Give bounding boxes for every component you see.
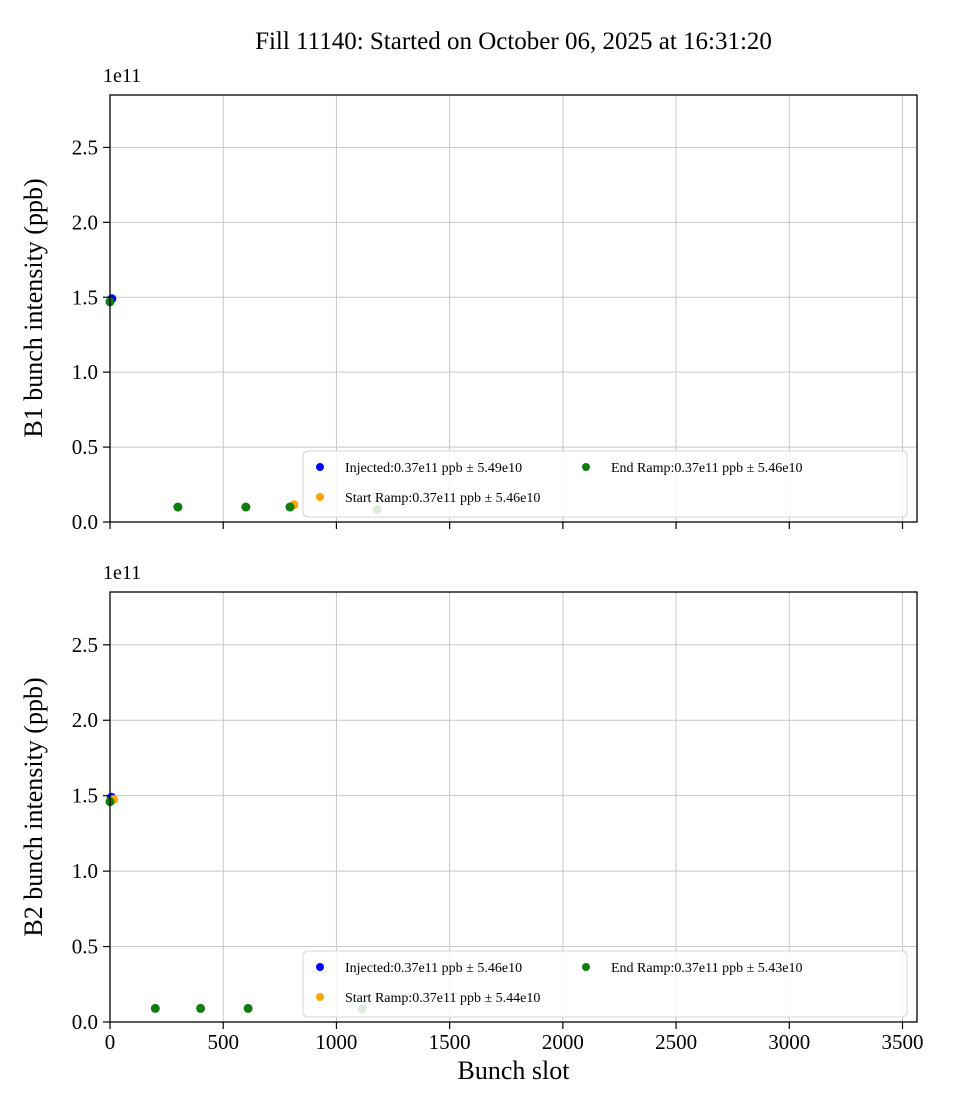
legend-marker-injected — [316, 463, 324, 471]
legend-label-start-ramp: Start Ramp:0.37e11 ppb ± 5.46e10 — [345, 491, 540, 506]
legend-marker-end-ramp — [582, 963, 590, 971]
data-point-end-ramp — [285, 502, 295, 512]
y-tick-label: 1.5 — [72, 285, 98, 309]
legend-marker-end-ramp — [582, 463, 590, 471]
legend-label-end-ramp: End Ramp:0.37e11 ppb ± 5.43e10 — [611, 961, 802, 976]
x-tick-label: 2000 — [542, 1030, 584, 1054]
x-tick-label: 0 — [105, 1030, 116, 1054]
y-tick-label: 2.0 — [72, 708, 98, 732]
legend: Injected:0.37e11 ppb ± 5.46e10 Start Ramp… — [302, 950, 908, 1018]
y-offset-label-b1: 1e11 — [103, 65, 142, 87]
figure-title: Fill 11140: Started on October 06, 2025 … — [255, 28, 772, 55]
x-tick-label: 500 — [207, 1030, 239, 1054]
y-tick-label: 2.5 — [72, 633, 98, 657]
data-point-end-ramp — [243, 1003, 253, 1013]
y-tick-label: 0.5 — [72, 935, 98, 959]
data-point-end-ramp — [196, 1003, 206, 1013]
x-axis-label: Bunch slot — [457, 1056, 570, 1085]
y-tick-label: 0.5 — [72, 435, 98, 459]
y-tick-label: 1.5 — [72, 784, 98, 808]
legend-marker-injected — [316, 963, 324, 971]
y-offset-label-b2: 1e11 — [103, 562, 142, 584]
y-tick-label: 2.0 — [72, 210, 98, 234]
x-tick-label: 2500 — [655, 1030, 697, 1054]
y-tick-label: 1.0 — [72, 360, 98, 384]
y-tick-label: 0.0 — [72, 510, 98, 534]
data-point-end-ramp — [150, 1003, 160, 1013]
data-point-end-ramp — [173, 502, 183, 512]
legend-frame — [302, 450, 908, 518]
legend-frame — [302, 950, 908, 1018]
legend-marker-start-ramp — [316, 993, 324, 1001]
x-tick-label: 3500 — [882, 1030, 924, 1054]
legend-label-start-ramp: Start Ramp:0.37e11 ppb ± 5.44e10 — [345, 991, 540, 1006]
x-tick-label: 1000 — [315, 1030, 357, 1054]
plot-b1: Injected:0.37e11 ppb ± 5.49e10 Start Ramp… — [72, 94, 918, 534]
legend-marker-start-ramp — [316, 493, 324, 501]
legend: Injected:0.37e11 ppb ± 5.49e10 Start Ramp… — [302, 450, 908, 518]
y-tick-label: 0.0 — [72, 1010, 98, 1034]
data-point-end-ramp — [241, 502, 251, 512]
x-tick-label: 1500 — [429, 1030, 471, 1054]
axes-spines — [109, 591, 918, 1023]
axes-spines — [109, 94, 918, 523]
y-tick-label: 1.0 — [72, 859, 98, 883]
y-tick-label: 2.5 — [72, 135, 98, 159]
plot-b2: Injected:0.37e11 ppb ± 5.46e10 Start Ramp… — [72, 591, 924, 1054]
x-tick-label: 3000 — [768, 1030, 810, 1054]
legend-label-end-ramp: End Ramp:0.37e11 ppb ± 5.46e10 — [611, 461, 802, 476]
legend-label-injected: Injected:0.37e11 ppb ± 5.46e10 — [345, 961, 522, 976]
legend-label-injected: Injected:0.37e11 ppb ± 5.49e10 — [345, 461, 522, 476]
